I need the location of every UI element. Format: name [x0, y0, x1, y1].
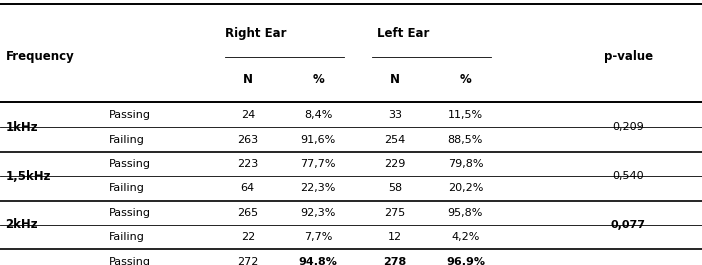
Text: 58: 58 — [388, 183, 402, 193]
Text: 7,7%: 7,7% — [304, 232, 332, 242]
Text: 22: 22 — [241, 232, 255, 242]
Text: 0,077: 0,077 — [611, 220, 646, 230]
Text: 88,5%: 88,5% — [448, 135, 483, 145]
Text: 272: 272 — [237, 257, 258, 265]
Text: 1,5kHz: 1,5kHz — [6, 170, 51, 183]
Text: 95,8%: 95,8% — [448, 208, 483, 218]
Text: Passing: Passing — [109, 110, 151, 120]
Text: 77,7%: 77,7% — [300, 159, 336, 169]
Text: Frequency: Frequency — [6, 50, 74, 63]
Text: N: N — [390, 73, 400, 86]
Text: Passing: Passing — [109, 159, 151, 169]
Text: Passing: Passing — [109, 208, 151, 218]
Text: 11,5%: 11,5% — [448, 110, 483, 120]
Text: 2kHz: 2kHz — [6, 218, 38, 232]
Text: 265: 265 — [237, 208, 258, 218]
Text: 33: 33 — [388, 110, 402, 120]
Text: 4,2%: 4,2% — [451, 232, 479, 242]
Text: 12: 12 — [388, 232, 402, 242]
Text: 91,6%: 91,6% — [300, 135, 336, 145]
Text: Failing: Failing — [109, 183, 145, 193]
Text: 278: 278 — [383, 257, 407, 265]
Text: p-value: p-value — [604, 50, 653, 63]
Text: 94,8%: 94,8% — [298, 257, 338, 265]
Text: 22,3%: 22,3% — [300, 183, 336, 193]
Text: 275: 275 — [385, 208, 406, 218]
Text: 20,2%: 20,2% — [448, 183, 483, 193]
Text: 79,8%: 79,8% — [448, 159, 483, 169]
Text: 263: 263 — [237, 135, 258, 145]
Text: 0,209: 0,209 — [612, 122, 644, 132]
Text: Failing: Failing — [109, 135, 145, 145]
Text: Left Ear: Left Ear — [378, 26, 430, 40]
Text: %: % — [312, 73, 324, 86]
Text: 96,9%: 96,9% — [446, 257, 485, 265]
Text: 64: 64 — [241, 183, 255, 193]
Text: 1kHz: 1kHz — [6, 121, 38, 134]
Text: %: % — [460, 73, 471, 86]
Text: N: N — [243, 73, 253, 86]
Text: 8,4%: 8,4% — [304, 110, 332, 120]
Text: 254: 254 — [385, 135, 406, 145]
Text: 223: 223 — [237, 159, 258, 169]
Text: Failing: Failing — [109, 232, 145, 242]
Text: 92,3%: 92,3% — [300, 208, 336, 218]
Text: 229: 229 — [385, 159, 406, 169]
Text: Right Ear: Right Ear — [225, 26, 287, 40]
Text: 24: 24 — [241, 110, 255, 120]
Text: Passing: Passing — [109, 257, 151, 265]
Text: 0,540: 0,540 — [612, 171, 644, 181]
